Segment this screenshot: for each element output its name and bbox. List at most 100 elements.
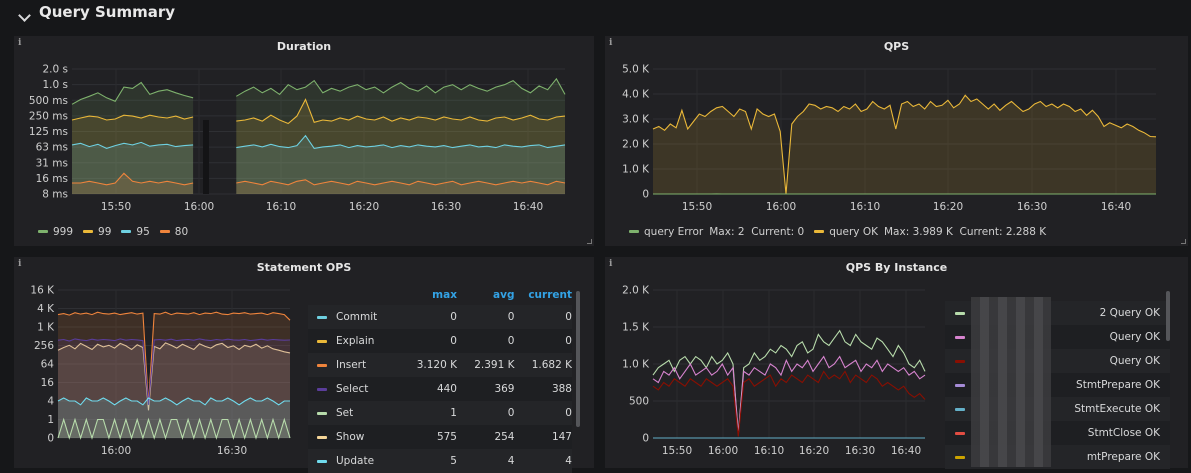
series-name: Update: [336, 455, 374, 467]
panel-title[interactable]: Statement OPS: [14, 261, 594, 274]
x-tick-label: 16:00: [184, 201, 214, 213]
chevron-down-icon[interactable]: [18, 9, 31, 22]
legend-swatch-icon: [955, 336, 965, 339]
series-name: Show: [336, 431, 364, 443]
legend-item[interactable]: 999: [38, 226, 73, 238]
x-tick-label: 16:10: [266, 201, 296, 213]
cell-avg: 0: [457, 335, 515, 347]
column-header-max[interactable]: max: [399, 289, 457, 301]
y-tick-label: 16: [41, 377, 55, 389]
y-tick-label: 31 ms: [36, 157, 68, 169]
cell-max: 0: [399, 311, 457, 323]
legend-label: 95: [136, 226, 149, 238]
legend-label: Query OK: [1110, 331, 1160, 343]
y-tick-label: 5.0 K: [622, 64, 650, 76]
y-tick-label: 64: [41, 359, 55, 371]
legend-item[interactable]: 95: [121, 226, 149, 238]
legend-swatch-icon: [955, 432, 965, 435]
legend-item[interactable]: 99: [83, 226, 111, 238]
legend-swatch-icon: [317, 436, 327, 439]
legend-item[interactable]: 80: [160, 226, 188, 238]
resize-handle-icon[interactable]: [587, 239, 592, 244]
cell-avg: 254: [457, 431, 515, 443]
cell-max: 575: [399, 431, 457, 443]
cell-current: 1.682 K: [514, 359, 572, 371]
panel-title[interactable]: Duration: [14, 40, 594, 53]
legend-swatch-icon: [955, 312, 965, 315]
x-tick-label: 16:40: [513, 201, 543, 213]
y-tick-label: 63 ms: [36, 142, 68, 154]
x-tick-label: 16:10: [754, 445, 784, 457]
x-tick-label: 15:50: [101, 201, 131, 213]
y-tick-label: 16 K: [30, 285, 55, 297]
y-tick-label: 1.0 K: [622, 359, 650, 371]
legend-label: 80: [175, 226, 188, 238]
cell-current: 0: [514, 335, 572, 347]
legend-swatch-icon: [629, 230, 639, 233]
y-tick-label: 0: [642, 189, 649, 201]
series-name-cell: Explain: [308, 335, 399, 347]
x-tick-label: 16:00: [766, 201, 796, 213]
legend-label: Query OK: [1110, 355, 1160, 367]
redacted-region: [971, 297, 1051, 467]
series-area: [653, 95, 1156, 194]
cell-avg: 2.391 K: [457, 359, 515, 371]
legend-scrollbar[interactable]: [576, 291, 580, 427]
x-tick-label: 16:40: [1101, 201, 1131, 213]
legend-label: StmtClose OK: [1088, 427, 1160, 439]
cell-max: 440: [399, 383, 457, 395]
cell-avg: 4: [457, 455, 515, 467]
series-name-cell: Commit: [308, 311, 399, 323]
cell-current: 388: [514, 383, 572, 395]
series-line: [653, 357, 925, 435]
series-name: Set: [336, 407, 353, 419]
legend-label: query OK: [829, 226, 878, 238]
x-tick-label: 16:20: [799, 445, 829, 457]
legend-label: 2 Query OK: [1100, 307, 1160, 319]
legend-swatch-icon: [814, 230, 824, 233]
series-name: Select: [336, 383, 368, 395]
y-tick-label: 1.0 s: [42, 79, 68, 91]
x-tick-label: 16:00: [708, 445, 738, 457]
column-header-current[interactable]: current: [514, 289, 572, 301]
row-title: Query Summary: [39, 3, 175, 21]
x-tick-label: 16:20: [933, 201, 963, 213]
x-tick-label: 16:30: [217, 445, 247, 457]
y-tick-label: 2.0 K: [622, 139, 650, 151]
column-header-avg[interactable]: avg: [457, 289, 515, 301]
y-tick-label: 4.0 K: [622, 89, 650, 101]
series-name: Explain: [336, 335, 374, 347]
resize-handle-icon[interactable]: [1181, 239, 1186, 244]
legend-swatch-icon: [317, 364, 327, 367]
row-header[interactable]: Query Summary: [0, 0, 1191, 32]
cell-max: 5: [399, 455, 457, 467]
legend-swatch-icon: [317, 412, 327, 415]
y-tick-label: 1 K: [37, 322, 55, 334]
y-tick-label: 2.0 K: [622, 285, 650, 297]
panel-title[interactable]: QPS By Instance: [605, 261, 1188, 274]
legend-scrollbar[interactable]: [1166, 291, 1170, 341]
series-line: [653, 331, 925, 435]
series-name-cell: Insert: [308, 359, 399, 371]
series-line: [653, 371, 925, 436]
data-gap: [203, 120, 209, 194]
panel-title[interactable]: QPS: [605, 40, 1188, 53]
